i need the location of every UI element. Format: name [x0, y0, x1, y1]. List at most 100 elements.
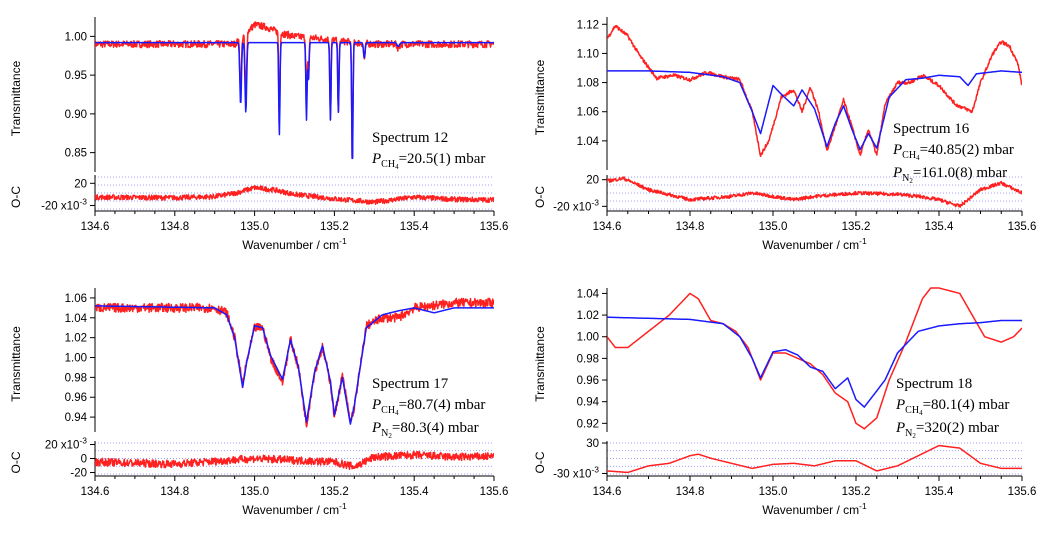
- x-axis-label-sup: -1: [339, 236, 347, 246]
- x-axis-label-text: Wavenumber / cm: [242, 503, 339, 517]
- annotation-p-symbol: P: [371, 397, 381, 413]
- x-tick-label: 135.0: [240, 486, 269, 498]
- residual-tick-label: -20 x10-3: [41, 196, 87, 212]
- x-tick-label: 135.4: [925, 221, 954, 233]
- residual-exponent: -3: [79, 436, 87, 446]
- annotation-spectrum: Spectrum 16: [893, 121, 970, 137]
- annotation-sub-n: N: [381, 428, 388, 439]
- annotation-spectrum: Spectrum 12: [372, 130, 448, 146]
- residual-axis-label: O-C: [9, 451, 23, 473]
- y-tick-label: 1.00: [577, 332, 599, 344]
- series-fit-line: [95, 41, 494, 160]
- x-tick-label: 135.4: [400, 486, 429, 498]
- annotation-sub-4: 4: [916, 154, 920, 162]
- residual-tick-text: -20 x10: [553, 201, 591, 213]
- y-tick-label: 1.00: [65, 31, 87, 43]
- y-tick-label: 0.98: [577, 353, 599, 365]
- annotation-sub-4: 4: [395, 163, 399, 171]
- series-fit-line: [607, 70, 1022, 151]
- annotation-p-ch4: PCH4=80.7(4) mbar: [371, 397, 485, 417]
- residual-tick-label: 20: [74, 178, 87, 190]
- residual-exponent: -3: [591, 197, 599, 207]
- annotation-value-n2: =161.0(8) mbar: [913, 165, 1007, 181]
- y-tick-label: 0.94: [577, 397, 600, 409]
- annotation-p-n2: PN2=161.0(8) mbar: [892, 165, 1007, 185]
- x-tick-label: 135.2: [842, 221, 871, 233]
- residual-axis-label: O-C: [533, 186, 547, 208]
- residual-tick-label: 20: [586, 175, 599, 187]
- x-tick-label: 134.8: [160, 221, 189, 233]
- annotation-spectrum: Spectrum 17: [372, 376, 449, 392]
- annotation-sub-2: 2: [912, 432, 916, 440]
- series-residual-line: [607, 176, 1022, 208]
- annotation-sub-ch4: CH: [381, 159, 395, 170]
- series-residual-line: [607, 444, 1022, 474]
- y-tick-label: 0.94: [65, 412, 88, 424]
- annotation-sub-n: N: [902, 173, 909, 184]
- annotation-sub-n: N: [905, 428, 912, 439]
- residual-tick-text: -30 x10: [553, 468, 591, 480]
- x-tick-label: 135.6: [1008, 221, 1037, 233]
- y-tick-label: 1.06: [65, 293, 87, 305]
- annotation-value-n2: =80.3(4) mbar: [392, 420, 479, 436]
- residual-tick-text: 20: [586, 175, 599, 187]
- series-measured-line: [607, 24, 1022, 158]
- x-tick-label: 135.0: [759, 486, 788, 498]
- x-tick-label: 135.2: [320, 221, 349, 233]
- residual-tick-label: 20 x10-3: [45, 436, 87, 452]
- y-tick-label: 0.95: [65, 70, 87, 82]
- annotation-sub-2: 2: [388, 432, 392, 440]
- series-residual-line: [95, 185, 494, 205]
- x-axis-label-sup: -1: [859, 501, 867, 511]
- x-tick-label: 134.6: [81, 486, 110, 498]
- residual-tick-text: 30: [586, 438, 599, 450]
- y-tick-label: 1.04: [577, 288, 600, 300]
- x-axis-label: Wavenumber / cm-1: [242, 501, 347, 517]
- x-tick-label: 135.6: [480, 486, 509, 498]
- y-axis-label: Transmittance: [9, 326, 23, 402]
- y-tick-label: 0.90: [65, 109, 87, 121]
- x-axis-label-sup: -1: [339, 501, 347, 511]
- residual-axis-label: O-C: [9, 186, 23, 208]
- x-axis-label: Wavenumber / cm-1: [242, 236, 347, 252]
- x-tick-label: 135.6: [1008, 486, 1037, 498]
- residual-tick-label: 30: [586, 438, 599, 450]
- x-tick-label: 134.6: [81, 221, 110, 233]
- annotation-p-symbol: P: [892, 165, 902, 181]
- x-tick-label: 135.4: [925, 486, 954, 498]
- x-tick-label: 134.6: [593, 486, 622, 498]
- y-tick-label: 0.98: [65, 372, 87, 384]
- x-axis-label-text: Wavenumber / cm: [242, 238, 339, 252]
- x-tick-label: 135.2: [320, 486, 349, 498]
- annotation-p-symbol: P: [371, 151, 381, 167]
- annotation-p-ch4: PCH4=80.1(4) mbar: [895, 397, 1009, 417]
- x-tick-label: 134.8: [676, 486, 705, 498]
- residual-exponent: -3: [79, 196, 87, 206]
- annotation-value-n2: =320(2) mbar: [916, 420, 999, 436]
- residual-tick-text: 20 x10: [45, 440, 80, 452]
- chart-panel-top-left: 134.6 134.8 135.0 135.2 135.4 135.6 1.00 0.95 0.…: [9, 17, 508, 252]
- chart-panel-bottom-right: 134.6 134.8 135.0 135.2 135.4 135.6 1.04 1.02 1.…: [533, 287, 1037, 517]
- x-tick-label: 134.8: [160, 486, 189, 498]
- annotation-p-n2: PN2=80.3(4) mbar: [371, 420, 479, 440]
- residual-tick-label: -20 x10-3: [553, 197, 599, 213]
- series-measured-line: [95, 21, 494, 158]
- x-tick-label: 135.6: [480, 221, 509, 233]
- y-tick-label: 1.04: [65, 313, 88, 325]
- x-tick-label: 135.4: [400, 221, 429, 233]
- x-axis-label: Wavenumber / cm-1: [762, 501, 867, 517]
- residual-tick-text: -20 x10: [41, 200, 79, 212]
- annotation-spectrum: Spectrum 18: [896, 376, 972, 392]
- x-tick-label: 135.2: [842, 486, 871, 498]
- y-tick-label: 1.02: [577, 310, 599, 322]
- annotation-sub-4: 4: [395, 409, 399, 417]
- annotation-value-ch4: =80.7(4) mbar: [399, 397, 486, 413]
- y-tick-label: 0.92: [577, 418, 599, 430]
- annotation-p-n2: PN2=320(2) mbar: [895, 420, 999, 440]
- residual-axis-label: O-C: [533, 451, 547, 473]
- y-tick-label: 0.96: [65, 392, 87, 404]
- annotation-p-ch4: PCH4=20.5(1) mbar: [371, 151, 485, 171]
- y-tick-label: 1.06: [577, 107, 599, 119]
- x-axis-label-text: Wavenumber / cm: [762, 238, 859, 252]
- chart-panel-top-right: 134.6 134.8 135.0 135.2 135.4 135.6 1.12 1.10 1.…: [533, 17, 1036, 252]
